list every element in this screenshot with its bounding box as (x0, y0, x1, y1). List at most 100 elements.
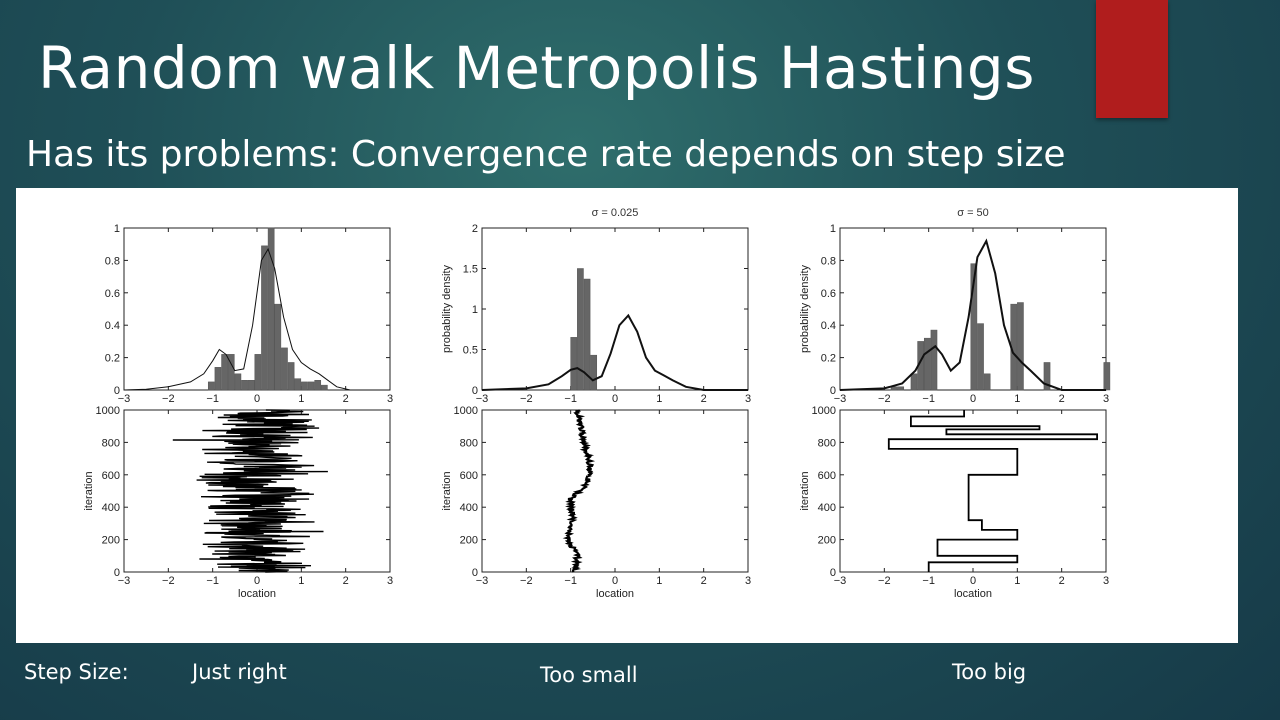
x-tick-label: −2 (520, 575, 533, 587)
y-tick-label: 0.4 (821, 320, 836, 332)
x-tick-label: −2 (878, 393, 891, 405)
chart-panel-1: −3 −2 −1 0 1 2 3 0 0.2 0.4 0.6 0.8 1 (105, 223, 393, 405)
histogram-bar (1043, 362, 1051, 391)
histogram-bar (267, 227, 275, 391)
histogram-bar (281, 347, 288, 391)
chart-panel-4: −3 −2 −1 0 1 2 3 0 200 400 600 800 1000 location itera… (83, 405, 393, 600)
y-tick-label: 0.6 (821, 288, 836, 300)
x-tick-label: 1 (298, 393, 304, 405)
y-axis-label: probability density (799, 264, 811, 353)
x-tick-label: −2 (162, 575, 175, 587)
x-tick-label: 0 (612, 393, 618, 405)
y-tick-label: 0.4 (105, 320, 120, 332)
chart-panel-2: −3 −2 −1 0 1 2 3 0 0.5 1 1.5 2 σ = 0.025 probability … (441, 207, 751, 405)
histogram-bar (207, 381, 215, 391)
density-curve (839, 238, 1106, 391)
axes-frame (481, 227, 749, 391)
x-tick-label: −2 (520, 393, 533, 405)
y-axis-label: iteration (799, 471, 811, 510)
histogram-bar (910, 373, 918, 391)
chart-panel-5: −3 −2 −1 0 1 2 3 0 200 400 600 800 1000 location itera… (441, 405, 751, 600)
x-tick-label: 2 (1059, 575, 1065, 587)
axes-frame (481, 409, 749, 573)
x-tick-label: 2 (701, 575, 707, 587)
histogram-bar (1103, 362, 1111, 391)
x-tick-label: −3 (834, 393, 847, 405)
x-axis-label: location (238, 588, 276, 600)
slide-title: Random walk Metropolis Hastings (38, 34, 1035, 102)
x-tick-label: −1 (922, 575, 935, 587)
histogram-bar (274, 303, 282, 391)
density-curve (123, 247, 390, 391)
y-tick-label: 400 (102, 502, 120, 514)
x-tick-label: −3 (834, 575, 847, 587)
chart-title: σ = 0.025 (592, 207, 639, 219)
histogram-bar (241, 380, 248, 391)
y-axis-label: probability density (441, 264, 453, 353)
y-tick-label: 0.8 (105, 255, 120, 267)
x-tick-label: 3 (387, 575, 393, 587)
x-tick-label: 1 (1014, 393, 1020, 405)
y-axis-label: iteration (83, 471, 95, 510)
x-tick-label: 0 (970, 575, 976, 587)
caption-too-small: Too small (540, 663, 638, 687)
histogram-bar (983, 373, 991, 391)
histogram-bar (583, 278, 591, 391)
histogram-bar (1017, 302, 1024, 391)
x-tick-label: 3 (745, 393, 751, 405)
x-tick-label: 0 (970, 393, 976, 405)
histogram-bar (254, 354, 262, 391)
y-tick-label: 600 (460, 470, 478, 482)
histogram-bar (234, 373, 242, 391)
x-tick-label: 2 (1059, 393, 1065, 405)
histogram-bar (261, 245, 268, 391)
y-tick-label: 0 (830, 567, 836, 579)
histogram-bar (930, 329, 938, 391)
histogram-bar (221, 354, 228, 391)
y-tick-label: 400 (818, 502, 836, 514)
y-tick-label: 200 (818, 535, 836, 547)
caption-too-big: Too big (952, 660, 1027, 684)
accent-bar (1096, 0, 1168, 118)
x-tick-label: 3 (1103, 575, 1109, 587)
y-tick-label: 1 (114, 223, 120, 235)
y-tick-label: 1000 (812, 405, 836, 417)
histogram-bar (307, 381, 315, 391)
x-tick-label: 0 (254, 575, 260, 587)
histogram-bar (923, 337, 931, 391)
histogram-bar (314, 380, 322, 391)
x-tick-label: 3 (387, 393, 393, 405)
y-tick-label: 1 (830, 223, 836, 235)
x-axis-label: location (596, 588, 634, 600)
x-tick-label: −3 (118, 393, 131, 405)
x-tick-label: 2 (343, 575, 349, 587)
y-tick-label: 800 (460, 437, 478, 449)
histogram-bar (301, 381, 308, 391)
x-tick-label: 1 (298, 575, 304, 587)
density-curve (481, 313, 748, 391)
histogram-bar (577, 268, 584, 391)
figure-panel: −3 −2 −1 0 1 2 3 0 0.2 0.4 0.6 0.8 1 −3 −2 −1 0 1 2 3 0 0.5 1 1… (16, 188, 1238, 643)
slide-subtitle: Has its problems: Convergence rate depen… (26, 134, 1066, 175)
chart-panel-6: −3 −2 −1 0 1 2 3 0 200 400 600 800 1000 location itera… (799, 405, 1109, 600)
y-tick-label: 1.5 (463, 264, 478, 276)
caption-just-right: Just right (192, 660, 287, 684)
x-tick-label: −2 (878, 575, 891, 587)
x-tick-label: −3 (476, 393, 489, 405)
chart-panel-3: −3 −2 −1 0 1 2 3 0 0.2 0.4 0.6 0.8 1 σ = 50 probabilit… (799, 207, 1111, 405)
mcmc-figure: −3 −2 −1 0 1 2 3 0 0.2 0.4 0.6 0.8 1 −3 −2 −1 0 1 2 3 0 0.5 1 1… (83, 207, 1111, 600)
y-tick-label: 0.2 (821, 353, 836, 365)
histogram-bar (214, 367, 222, 391)
histogram-bar (897, 386, 905, 391)
x-tick-label: −1 (564, 575, 577, 587)
y-tick-label: 0.8 (821, 255, 836, 267)
axes-frame (839, 409, 1107, 573)
histogram-bar (247, 380, 255, 391)
histogram-bar (321, 384, 328, 391)
trace-line (172, 409, 328, 573)
y-tick-label: 0.6 (105, 288, 120, 300)
histogram-bar (890, 386, 898, 391)
x-tick-label: −1 (922, 393, 935, 405)
y-axis-label: iteration (441, 471, 453, 510)
x-tick-label: 0 (612, 575, 618, 587)
